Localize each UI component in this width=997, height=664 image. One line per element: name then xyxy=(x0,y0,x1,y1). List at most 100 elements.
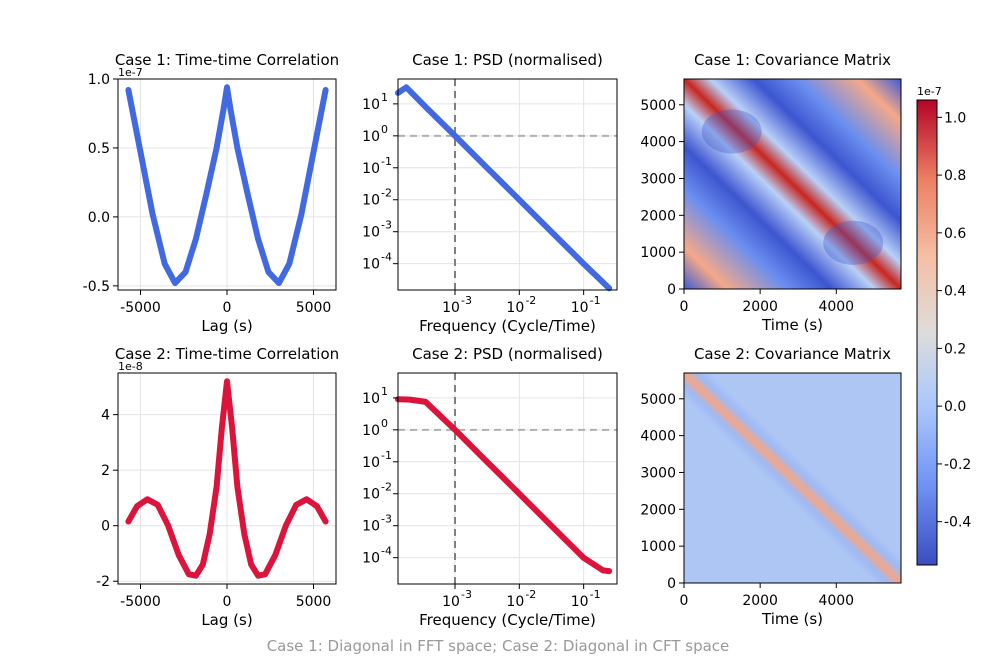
psd2-ytick-label: 10 xyxy=(362,551,380,567)
figure-caption: Case 1: Diagonal in FFT space; Case 2: D… xyxy=(267,637,730,655)
acf1-xlabel: Lag (s) xyxy=(201,317,252,335)
acf1-xtick-label: 5000 xyxy=(296,300,332,316)
cov2-ytick-label: 4000 xyxy=(640,429,676,445)
psd1-ytick-label: 10 xyxy=(362,161,380,177)
cov1-ytick-label: 5000 xyxy=(640,98,676,114)
panel-psd1: Case 1: PSD (normalised)10 -3 10 -2 10 -110 11… xyxy=(362,51,618,335)
psd2-ytick-exponent: -3 xyxy=(381,513,392,526)
psd1-ytick-exponent: 0 xyxy=(381,123,388,136)
psd2-ytick-label: 10 xyxy=(362,455,380,471)
cov2-ytick-label: 3000 xyxy=(640,465,676,481)
psd1-xtick-exponent: -1 xyxy=(590,294,601,307)
acf2-ytick-label: 2 xyxy=(101,463,110,479)
acf2-offset-text: 1e-8 xyxy=(118,360,143,373)
cov1-ytick-label: 4000 xyxy=(640,135,676,151)
psd1-ytick-label: 10 xyxy=(362,193,380,209)
psd2-title: Case 2: PSD (normalised) xyxy=(412,345,603,363)
acf2-ytick-label: -2 xyxy=(96,574,110,590)
psd2-ytick-exponent: -4 xyxy=(381,545,392,558)
psd1-xlabel: Frequency (Cycle/Time) xyxy=(419,317,596,335)
psd1-xtick-label: 10 xyxy=(571,300,589,316)
psd2-ytick-label: 10 xyxy=(362,423,380,439)
acf2-series-line xyxy=(125,378,329,579)
psd2-xtick-exponent: -1 xyxy=(590,588,601,601)
psd1-ytick-label: 10 xyxy=(362,257,380,273)
colorbar-tick-label: 0.4 xyxy=(944,284,966,300)
acf1-ytick-label: -0.5 xyxy=(83,279,110,295)
acf2-xtick-label: -5000 xyxy=(120,594,161,610)
colorbar-frame xyxy=(916,99,938,566)
psd1-title: Case 1: PSD (normalised) xyxy=(412,51,603,69)
cov2-ytick-label: 0 xyxy=(667,576,676,592)
acf2-xlabel: Lag (s) xyxy=(201,611,252,629)
panel-cov1: Case 1: Covariance Matrix 0 2000 4000 0 1000 2… xyxy=(640,51,902,334)
cov1-blob xyxy=(823,220,884,265)
colorbar-tick-label: 0.6 xyxy=(944,226,966,242)
cov1-xlabel: Time (s) xyxy=(761,316,823,334)
psd2-ytick-exponent: -2 xyxy=(381,481,392,494)
acf2-ytick-label: 4 xyxy=(101,408,110,424)
psd2-xtick-label: 10 xyxy=(571,594,589,610)
colorbar-offset-text: 1e-7 xyxy=(917,85,942,98)
acf1-series-line xyxy=(125,84,329,287)
acf2-xtick-label: 5000 xyxy=(296,594,332,610)
psd2-ytick-exponent: 1 xyxy=(381,385,388,398)
cov2-xtick-label: 0 xyxy=(680,593,689,609)
colorbar-tick-label: 0.8 xyxy=(944,168,966,184)
cov1-title: Case 1: Covariance Matrix xyxy=(694,51,891,69)
colorbar-tick-label: -0.2 xyxy=(944,457,971,473)
panels: Case 1: Time-time Correlation -5000 0 5000 -… xyxy=(83,51,902,629)
acf2-ytick-label: 0 xyxy=(101,519,110,535)
panel-psd2: Case 2: PSD (normalised)10 -3 10 -2 10 -110 11… xyxy=(362,345,618,629)
cov1-ytick-label: 3000 xyxy=(640,171,676,187)
psd2-frame xyxy=(397,372,618,585)
psd1-ytick-label: 10 xyxy=(362,97,380,113)
cov1-blob xyxy=(701,109,762,154)
cov2-xtick-label: 2000 xyxy=(742,593,778,609)
psd1-ytick-exponent: -1 xyxy=(381,155,392,168)
psd2-ytick-exponent: -1 xyxy=(381,449,392,462)
panel-acf2: Case 2: Time-time Correlation -5000 0 5000 -… xyxy=(96,345,339,629)
cov2-ytick-label: 5000 xyxy=(640,392,676,408)
psd1-ytick-exponent: -3 xyxy=(381,219,392,232)
psd1-xtick-label: 10 xyxy=(506,300,524,316)
psd2-series-line xyxy=(395,396,613,575)
colorbar-gradient-bar xyxy=(917,100,937,565)
colorbar-tick-label: -0.4 xyxy=(944,515,971,531)
cov2-ytick-label: 2000 xyxy=(640,502,676,518)
cov2-heatmap-image xyxy=(684,373,901,583)
cov1-heatmap-image xyxy=(684,79,901,289)
psd1-xtick-label: 10 xyxy=(442,300,460,316)
acf1-title: Case 1: Time-time Correlation xyxy=(115,51,339,69)
psd1-frame xyxy=(397,78,618,291)
psd1-xtick-exponent: -2 xyxy=(525,294,536,307)
acf1-xtick-label: 0 xyxy=(223,300,232,316)
psd2-xtick-label: 10 xyxy=(442,594,460,610)
colorbar-tick-label: 1.0 xyxy=(944,110,966,126)
cov2-xtick-label: 4000 xyxy=(818,593,854,609)
acf2-title: Case 2: Time-time Correlation xyxy=(115,345,339,363)
cov2-ytick-label: 1000 xyxy=(640,539,676,555)
cov2-frame xyxy=(683,372,902,584)
colorbar: 1e-71.0 0.8 0.6 0.4 0.2 0.0 -0.2 -0.4 xyxy=(916,85,971,566)
psd2-ytick-exponent: 0 xyxy=(381,417,388,430)
psd1-ytick-exponent: 1 xyxy=(381,91,388,104)
cov2-title: Case 2: Covariance Matrix xyxy=(694,345,891,363)
cov1-ytick-label: 2000 xyxy=(640,208,676,224)
psd1-ytick-exponent: -4 xyxy=(381,251,392,264)
cov1-ytick-label: 1000 xyxy=(640,245,676,261)
psd1-series-line xyxy=(395,84,613,292)
acf1-xtick-label: -5000 xyxy=(120,300,161,316)
acf2-xtick-label: 0 xyxy=(223,594,232,610)
psd1-ytick-label: 10 xyxy=(362,225,380,241)
cov1-xtick-label: 4000 xyxy=(818,299,854,315)
cov1-xtick-label: 2000 xyxy=(742,299,778,315)
acf1-offset-text: 1e-7 xyxy=(118,66,143,79)
psd1-ytick-exponent: -2 xyxy=(381,187,392,200)
psd2-xtick-label: 10 xyxy=(506,594,524,610)
acf1-ytick-label: 0.0 xyxy=(88,210,110,226)
psd2-xlabel: Frequency (Cycle/Time) xyxy=(419,611,596,629)
acf1-ytick-label: 1.0 xyxy=(88,72,110,88)
colorbar-tick-label: 0.2 xyxy=(944,341,966,357)
